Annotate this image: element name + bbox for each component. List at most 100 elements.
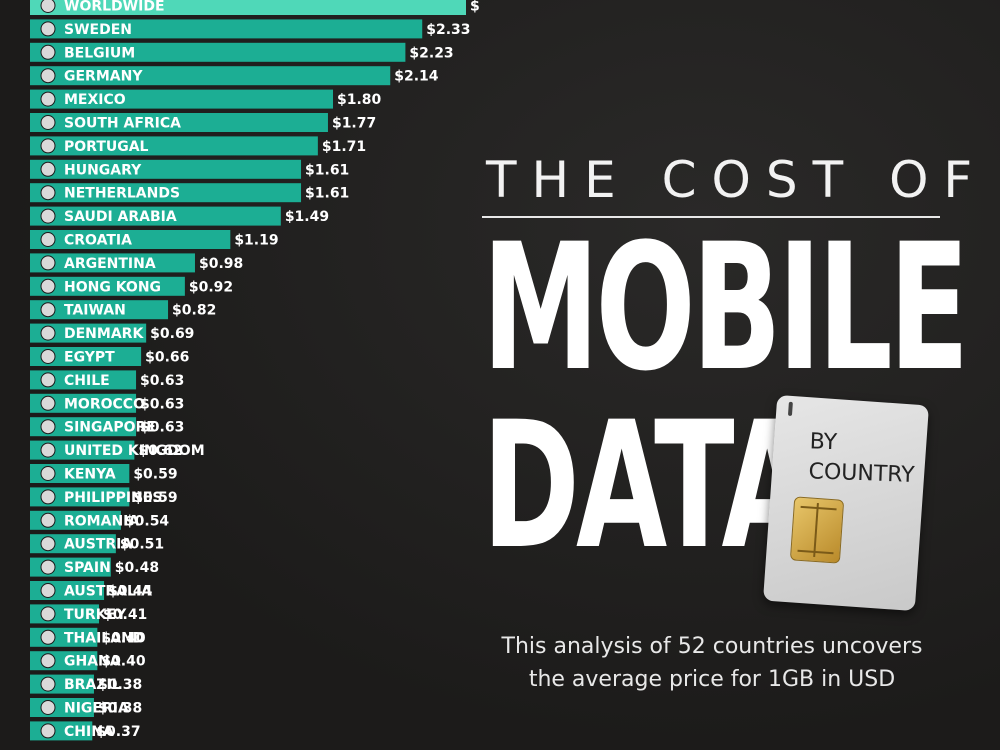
value-label: $2.23 xyxy=(409,45,453,61)
category-label: GHANA xyxy=(64,654,121,670)
title-line-3: DATA xyxy=(482,383,813,588)
value-label: $0.59 xyxy=(133,490,177,506)
flag-icon xyxy=(40,232,56,247)
flag-icon xyxy=(40,138,56,154)
bar-kenya xyxy=(30,464,130,483)
category-label: EGYPT xyxy=(64,350,115,366)
category-label: SPAIN xyxy=(64,560,111,576)
bar-egypt xyxy=(30,347,142,366)
value-label: $0.44 xyxy=(108,584,153,600)
category-label: BELGIUM xyxy=(64,45,135,61)
value-label: $1.61 xyxy=(305,162,349,178)
value-label: $2.59 xyxy=(470,0,480,15)
value-label: $0.66 xyxy=(145,350,189,366)
flag-icon xyxy=(40,372,56,388)
value-label: $0.63 xyxy=(140,396,184,412)
flag-icon xyxy=(40,395,56,411)
category-label: NETHERLANDS xyxy=(64,186,180,202)
value-label: $0.51 xyxy=(120,537,164,553)
bar-chart: WORLDWIDE $2.59 SWEDEN $2.33 BELGIUM $2.23 GER… xyxy=(30,0,480,741)
bar-saudi-arabia xyxy=(30,206,281,226)
flag-icon xyxy=(40,536,56,552)
bar-mexico xyxy=(30,89,334,109)
flag-icon xyxy=(40,21,56,37)
flag-icon xyxy=(40,115,56,130)
flag-icon xyxy=(40,278,56,294)
value-label: $0.82 xyxy=(172,303,216,319)
value-label: $1.19 xyxy=(234,233,278,249)
bar-philippines xyxy=(30,487,130,507)
flag-icon xyxy=(40,559,56,575)
category-label: BRAZIL xyxy=(64,677,121,693)
flag-icon xyxy=(40,68,56,84)
flag-icon xyxy=(40,44,56,60)
value-label: $0.48 xyxy=(115,560,159,576)
category-label: PHILIPPINES xyxy=(64,490,162,506)
flag-icon xyxy=(40,255,56,271)
flag-icon xyxy=(40,208,56,224)
value-label: $0.63 xyxy=(140,420,184,436)
value-label: $2.33 xyxy=(426,22,470,38)
flag-icon xyxy=(40,0,56,13)
value-label: $1.77 xyxy=(332,116,376,132)
flag-icon xyxy=(40,629,56,645)
value-label: $0.37 xyxy=(96,724,140,740)
category-label: AUSTRALIA xyxy=(64,584,152,600)
value-label: $0.69 xyxy=(150,326,194,342)
bar-singapore xyxy=(30,417,137,437)
category-label: GERMANY xyxy=(64,69,143,85)
flag-icon xyxy=(40,723,56,739)
bar-argentina xyxy=(30,253,195,273)
category-label: HONG KONG xyxy=(64,279,161,295)
category-label: HUNGARY xyxy=(64,162,142,178)
category-label: SAUDI ARABIA xyxy=(64,209,177,225)
flag-icon xyxy=(40,583,56,598)
value-label: $0.59 xyxy=(133,467,177,483)
bar-worldwide xyxy=(30,0,466,15)
category-label: MEXICO xyxy=(64,92,126,108)
bar-sweden xyxy=(30,19,423,39)
flag-icon xyxy=(40,489,56,505)
bar-united-kingdom xyxy=(30,440,135,460)
category-label: TURKEY xyxy=(64,607,127,623)
bar-chile xyxy=(30,370,137,390)
category-label: TAIWAN xyxy=(64,303,126,319)
bar-hungary xyxy=(30,159,302,179)
bar-morocco xyxy=(30,393,137,413)
title-line-1: THE COST OF xyxy=(486,151,988,209)
value-label: $0.62 xyxy=(138,443,182,459)
bar-hong-kong xyxy=(30,276,185,296)
category-label: PORTUGAL xyxy=(64,139,149,155)
flag-icon xyxy=(40,606,56,622)
sim-badge-text: BY COUNTRY xyxy=(808,429,916,488)
value-label: $0.38 xyxy=(98,677,142,693)
sim-chip-icon xyxy=(789,496,845,564)
flag-icon xyxy=(40,302,56,318)
flag-icon xyxy=(40,161,56,177)
value-label: $2.14 xyxy=(394,69,439,85)
category-label: CHILE xyxy=(64,373,110,389)
bar-belgium xyxy=(30,42,406,62)
category-label: ROMANIA xyxy=(64,513,139,529)
bar-croatia xyxy=(30,230,231,249)
value-label: $1.49 xyxy=(285,209,329,225)
category-label: SWEDEN xyxy=(64,22,132,38)
flag-icon xyxy=(40,700,56,715)
flag-icon xyxy=(40,419,56,435)
sim-card-icon: BY COUNTRY xyxy=(763,394,929,612)
bar-germany xyxy=(30,66,391,86)
flag-icon xyxy=(40,185,56,201)
category-label: WORLDWIDE xyxy=(64,0,165,15)
category-label: CROATIA xyxy=(64,233,132,249)
category-label: CHINA xyxy=(64,724,114,740)
category-label: KENYA xyxy=(64,467,116,483)
value-label: $1.61 xyxy=(305,186,349,202)
subtitle: This analysis of 52 countries uncovers t… xyxy=(501,634,923,692)
flag-icon xyxy=(40,349,56,364)
value-label: $1.71 xyxy=(322,139,366,155)
category-label: UNITED KINGDOM xyxy=(64,443,205,459)
title-divider xyxy=(482,216,940,218)
value-label: $1.80 xyxy=(337,92,382,108)
category-label: SINGAPORE xyxy=(64,420,156,436)
flag-icon xyxy=(40,325,56,341)
